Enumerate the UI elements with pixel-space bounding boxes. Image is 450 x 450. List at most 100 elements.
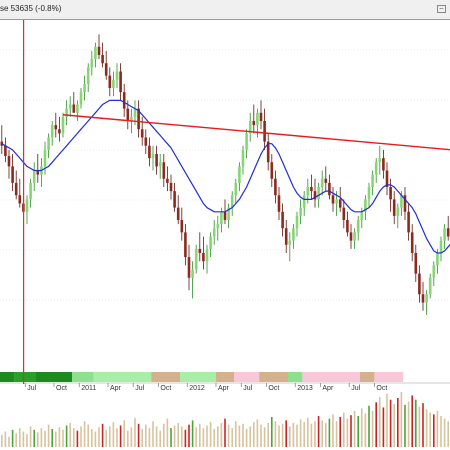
candle-body bbox=[0, 141, 4, 146]
volume-bar bbox=[62, 429, 64, 447]
volume-bar bbox=[343, 412, 345, 447]
price-candles bbox=[0, 34, 450, 315]
candle-body bbox=[220, 211, 223, 225]
candle-body bbox=[389, 187, 392, 200]
candle-body bbox=[256, 112, 259, 126]
volume-bar bbox=[447, 421, 449, 447]
x-tick-label: Oct bbox=[56, 385, 67, 392]
candle-body bbox=[126, 108, 130, 121]
candle-body bbox=[410, 232, 414, 253]
indicator-segment bbox=[259, 372, 288, 382]
x-tick-label: Apr bbox=[218, 385, 230, 392]
candle-body bbox=[14, 182, 18, 196]
volume-bar bbox=[26, 434, 28, 447]
candle-body bbox=[79, 92, 83, 105]
volume-bar bbox=[382, 407, 385, 447]
x-tick-label: Jul bbox=[135, 385, 144, 392]
volume-bar bbox=[217, 426, 219, 447]
candle-body bbox=[320, 178, 324, 187]
volume-bar bbox=[137, 423, 140, 447]
candle-body bbox=[230, 195, 234, 208]
candle-body bbox=[428, 277, 432, 295]
candle-body bbox=[241, 149, 245, 167]
volume-bar bbox=[325, 422, 327, 447]
x-tick-label: Oct bbox=[376, 385, 387, 392]
candle-body bbox=[292, 228, 295, 241]
candle-body bbox=[184, 232, 187, 258]
candle-body bbox=[414, 253, 418, 274]
volume-bar bbox=[307, 417, 309, 447]
candle-body bbox=[86, 67, 90, 84]
candle-body bbox=[436, 253, 439, 266]
candle-body bbox=[306, 187, 310, 196]
candle-body bbox=[112, 79, 115, 88]
volume-bar bbox=[159, 430, 161, 447]
volume-bar bbox=[51, 428, 53, 447]
volume-bar bbox=[206, 425, 208, 447]
volume-bar bbox=[141, 428, 143, 447]
volume-bar bbox=[260, 424, 262, 447]
minimize-button[interactable]: – bbox=[437, 5, 446, 13]
volume-bar bbox=[389, 399, 392, 447]
volume-bar bbox=[181, 426, 183, 447]
candle-body bbox=[29, 182, 32, 200]
candle-body bbox=[331, 195, 335, 204]
candle-body bbox=[144, 137, 148, 146]
volume-bar bbox=[29, 426, 32, 447]
volume-bar bbox=[411, 395, 413, 447]
candle-body bbox=[374, 162, 378, 175]
candle-body bbox=[76, 104, 79, 113]
indicator-segment bbox=[0, 372, 15, 382]
volume-bar bbox=[400, 392, 403, 447]
candle-body bbox=[191, 269, 194, 278]
volume-bar bbox=[123, 420, 125, 447]
indicator-band bbox=[0, 372, 404, 382]
volume-bar bbox=[440, 416, 442, 447]
volume-bar bbox=[249, 426, 251, 447]
candle-body bbox=[162, 162, 166, 179]
candle-body bbox=[205, 248, 209, 262]
volume-bar bbox=[361, 408, 363, 447]
candle-body bbox=[155, 154, 158, 167]
volume-bar bbox=[19, 428, 21, 447]
volume-bar bbox=[105, 429, 107, 447]
volume-bar bbox=[145, 424, 147, 447]
indicator-segment bbox=[72, 372, 94, 382]
candle-body bbox=[18, 195, 22, 204]
volume-bar bbox=[55, 431, 57, 447]
indicator-segment bbox=[302, 372, 360, 382]
x-tick-label: 2012 bbox=[189, 385, 205, 392]
candle-body bbox=[216, 224, 220, 229]
candle-body bbox=[277, 195, 281, 212]
volume-bar bbox=[393, 404, 395, 447]
volume-bar bbox=[328, 418, 331, 447]
x-tick-label: 2011 bbox=[81, 385, 96, 392]
candle-body bbox=[432, 265, 436, 278]
candle-body bbox=[94, 46, 97, 60]
candle-body bbox=[302, 195, 306, 208]
x-tick-label: Oct bbox=[160, 385, 171, 392]
volume-bar bbox=[263, 427, 266, 447]
candle-body bbox=[7, 156, 11, 167]
volume-bar bbox=[202, 428, 205, 447]
candle-body bbox=[367, 187, 371, 200]
candle-body bbox=[248, 121, 252, 134]
candle-body bbox=[90, 59, 94, 68]
indicator-segment bbox=[14, 372, 36, 382]
volume-bar bbox=[289, 426, 291, 447]
volume-bar bbox=[299, 419, 302, 447]
volume-bar bbox=[152, 421, 154, 447]
volume-bar bbox=[130, 427, 133, 447]
resistance-trendline bbox=[62, 114, 450, 151]
volume-bar bbox=[332, 414, 334, 447]
volume-bars bbox=[1, 392, 449, 447]
volume-bar bbox=[407, 401, 410, 447]
volume-bar bbox=[127, 430, 129, 447]
indicator-segment bbox=[216, 372, 234, 382]
volume-bar bbox=[8, 436, 10, 447]
indicator-segment bbox=[360, 372, 375, 382]
volume-bar bbox=[271, 416, 273, 447]
volume-bar bbox=[375, 402, 377, 447]
indicator-segment bbox=[288, 372, 303, 382]
